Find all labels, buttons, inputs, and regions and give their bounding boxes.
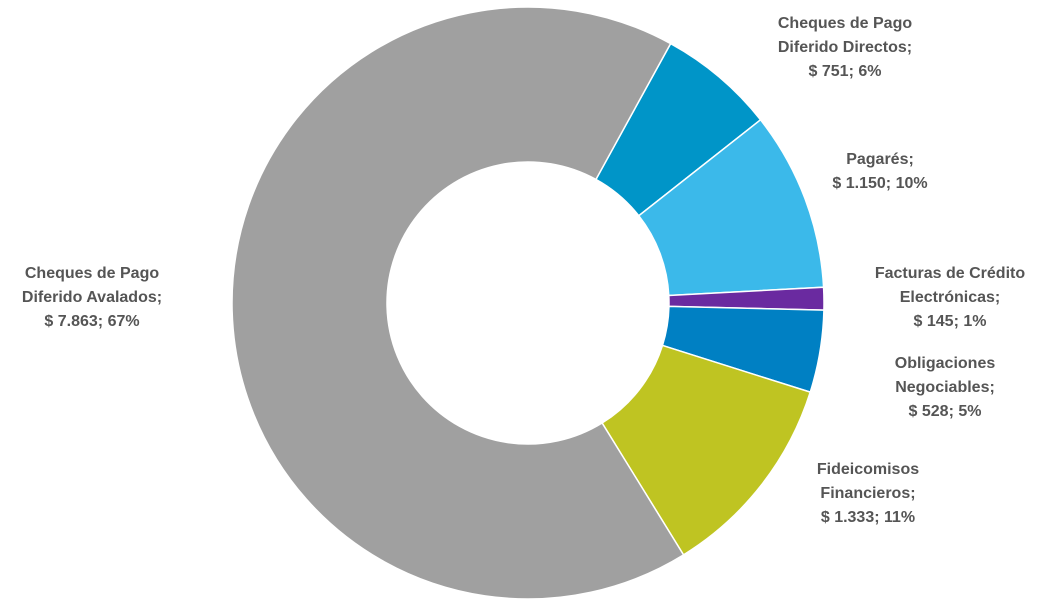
slice-label: Obligaciones Negociables; $ 528; 5% (878, 352, 1013, 424)
category-label: Cheques de Pago Diferido Avalados; (21, 265, 163, 306)
donut-slice (231, 6, 685, 600)
value-label: $ 1.333; 11% (820, 509, 916, 526)
category-label: Pagarés; (846, 151, 914, 168)
value-label: $ 7.863; 67% (44, 313, 140, 330)
slice-label: Cheques de Pago Diferido Directos; $ 751;… (758, 12, 933, 84)
value-label: $ 528; 5% (908, 403, 982, 420)
slice-label: Pagarés; $ 1.150; 10% (805, 148, 955, 196)
category-label: Cheques de Pago Diferido Directos; (777, 15, 913, 56)
slice-label: Facturas de Crédito Electrónicas; $ 145; … (858, 262, 1043, 334)
value-label: $ 751; 6% (808, 63, 882, 80)
slice-label: Fideicomisos Financieros; $ 1.333; 11% (801, 458, 936, 530)
category-label: Fideicomisos Financieros; (816, 461, 920, 502)
category-label: Obligaciones Negociables; (894, 355, 996, 396)
value-label: $ 145; 1% (913, 313, 987, 330)
slice-label: Cheques de Pago Diferido Avalados; $ 7.86… (2, 262, 182, 334)
category-label: Facturas de Crédito Electrónicas; (874, 265, 1026, 306)
value-label: $ 1.150; 10% (832, 175, 928, 192)
